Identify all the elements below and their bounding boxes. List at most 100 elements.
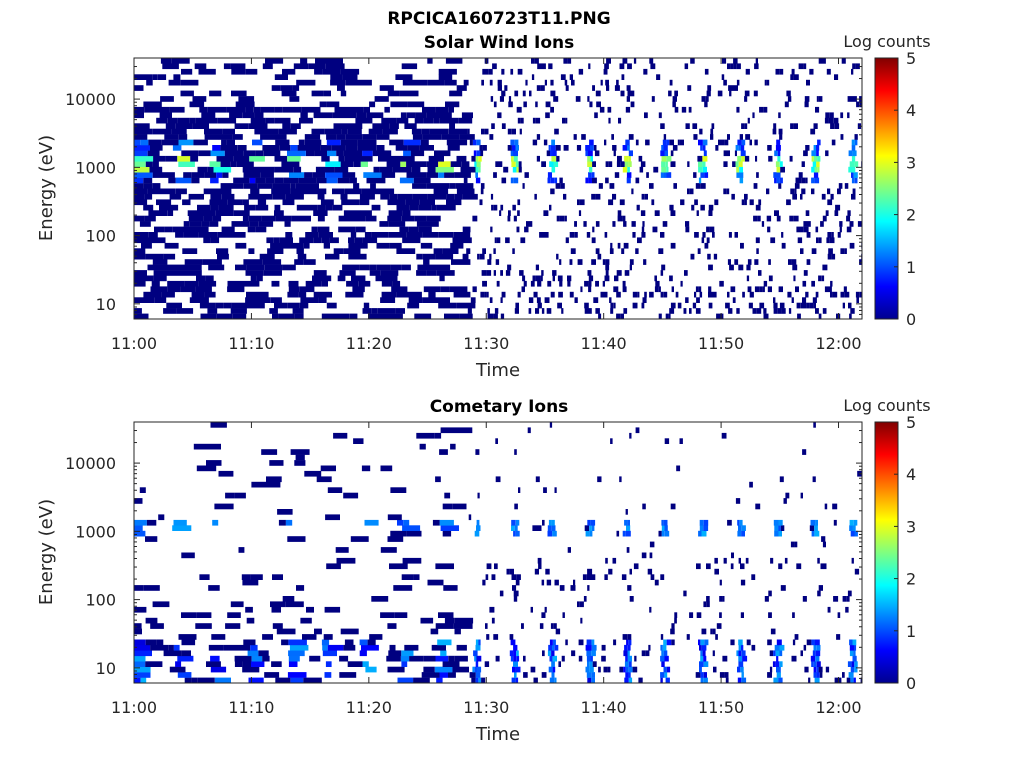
spectrogram-cell <box>589 666 594 673</box>
y-axis-label-cometary: Energy (eV) <box>36 499 57 605</box>
spectrogram-cell <box>364 519 379 526</box>
spectrogram-cell <box>755 155 758 162</box>
spectrogram-cell <box>754 286 760 293</box>
spectrogram-cell <box>183 172 192 178</box>
spectrogram-cell <box>204 172 216 178</box>
spectrogram-cell <box>458 427 473 434</box>
spectrogram-cell <box>227 286 245 293</box>
spectrogram-cell <box>463 177 468 184</box>
spectrogram-cell <box>721 139 725 146</box>
spectrogram-cell <box>849 644 854 651</box>
spectrogram-cell <box>326 134 337 140</box>
spectrogram-cell <box>208 644 224 651</box>
spectrogram-cell <box>569 232 575 238</box>
spectrogram-cell <box>511 677 516 683</box>
spectrogram-cell <box>231 302 250 309</box>
spectrogram-cell <box>336 134 346 140</box>
spectrogram-cell <box>243 150 256 157</box>
spectrogram-cell <box>389 563 408 570</box>
spectrogram-cell <box>262 63 273 70</box>
spectrogram-cell <box>852 639 857 646</box>
spectrogram-cell <box>578 655 583 662</box>
spectrogram-cell <box>703 150 707 157</box>
spectrogram-cell <box>776 639 782 646</box>
spectrogram-cell <box>759 106 764 113</box>
spectrogram-cell <box>305 280 322 287</box>
spectrogram-cell <box>209 161 221 167</box>
spectrogram-cell <box>756 172 759 178</box>
spectrogram-cell <box>713 666 717 673</box>
spectrogram-cell <box>616 530 620 537</box>
spectrogram-cell <box>510 68 514 75</box>
spectrogram-cell <box>521 286 525 293</box>
spectrogram-cell <box>462 193 478 200</box>
spectrogram-cell <box>813 172 819 178</box>
spectrogram-cell <box>803 63 807 70</box>
spectrogram-cell <box>386 655 401 662</box>
spectrogram-cell <box>410 79 428 86</box>
spectrogram-cell <box>360 161 368 167</box>
spectrogram-cell <box>622 215 626 222</box>
spectrogram-cell <box>241 574 251 580</box>
spectrogram-cell <box>700 672 704 678</box>
spectrogram-cell <box>336 150 344 157</box>
spectrogram-cell <box>607 666 611 673</box>
spectrogram-cell <box>361 465 371 472</box>
spectrogram-cell <box>729 90 732 97</box>
x-tick-label: 11:30 <box>463 698 509 717</box>
spectrogram-cell <box>723 150 727 157</box>
spectrogram-cell <box>501 123 506 129</box>
spectrogram-cell <box>266 237 274 244</box>
spectrogram-cell <box>300 297 319 303</box>
spectrogram-cell <box>846 677 851 683</box>
spectrogram-cell <box>475 166 479 173</box>
spectrogram-cell <box>283 177 299 184</box>
spectrogram-cell <box>156 117 168 124</box>
spectrogram-cell <box>654 275 657 282</box>
spectrogram-cells-cometary <box>134 422 862 683</box>
spectrogram-cell <box>374 96 389 102</box>
spectrogram-cell <box>633 563 639 570</box>
spectrogram-cell <box>152 172 168 178</box>
spectrogram-cell <box>166 302 182 309</box>
spectrogram-cell <box>813 145 816 151</box>
spectrogram-cell <box>842 672 845 678</box>
spectrogram-cell <box>490 193 494 200</box>
spectrogram-cell <box>554 644 559 651</box>
spectrogram-cell <box>579 199 585 206</box>
spectrogram-cell <box>479 199 483 206</box>
spectrogram-cell <box>379 166 393 173</box>
spectrogram-cell <box>586 232 591 238</box>
spectrogram-cell <box>290 145 298 151</box>
spectrogram-cell <box>722 596 725 602</box>
spectrogram-cell <box>308 145 321 151</box>
spectrogram-cell <box>785 492 790 499</box>
spectrogram-cell <box>651 199 655 206</box>
spectrogram-cell <box>442 530 452 537</box>
colorbar-tick-label: 4 <box>906 101 916 120</box>
spectrogram-cell <box>411 128 422 135</box>
spectrogram-cell <box>624 270 630 276</box>
spectrogram-cell <box>143 183 153 189</box>
spectrogram-cell <box>618 117 622 124</box>
spectrogram-cell <box>155 253 164 260</box>
spectrogram-cell <box>701 628 707 635</box>
x-tick-label: 11:10 <box>228 698 274 717</box>
spectrogram-cell <box>496 237 501 244</box>
spectrogram-cell <box>442 503 453 510</box>
spectrogram-cell <box>499 210 502 216</box>
spectrogram-cell <box>165 123 176 129</box>
spectrogram-cell <box>183 232 190 238</box>
spectrogram-cell <box>696 297 700 303</box>
spectrogram-cell <box>478 639 481 646</box>
spectrogram-cell <box>626 525 631 531</box>
spectrogram-cell <box>754 63 759 70</box>
spectrogram-cell <box>501 68 505 75</box>
spectrogram-cell <box>784 101 789 108</box>
spectrogram-cell <box>434 432 442 439</box>
spectrogram-cell <box>542 519 545 526</box>
spectrogram-cell <box>349 177 357 184</box>
spectrogram-cell <box>235 101 255 108</box>
spectrogram-cell <box>143 585 160 591</box>
spectrogram-cell <box>152 601 170 608</box>
